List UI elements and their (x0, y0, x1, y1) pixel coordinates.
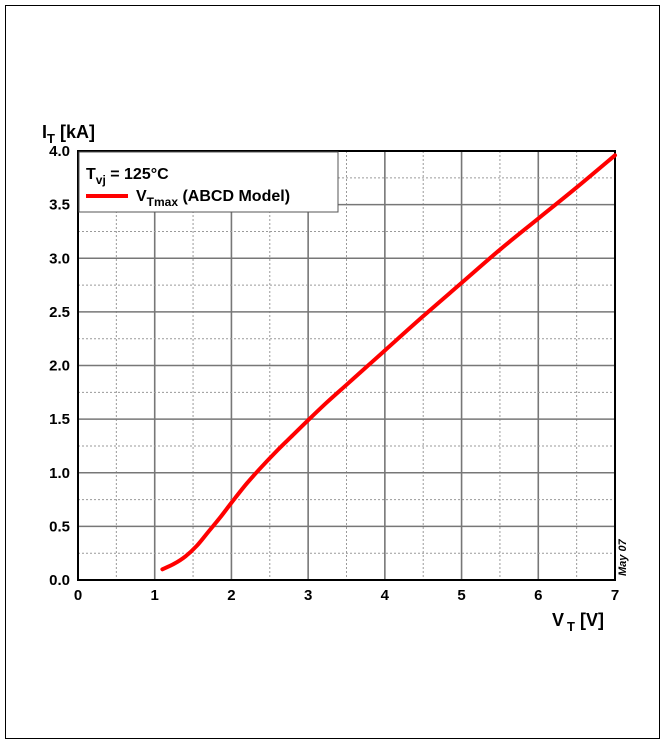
plot-border (77, 150, 616, 581)
tick-labels: 0 1 2 3 4 5 6 7 0.0 0.5 1.0 1.5 2.0 2.5 3.0 3.5 4.0 (49, 143, 619, 604)
y-tick-label: 2.0 (49, 358, 70, 375)
legend: Tvj = 125°C VTmax (ABCD Model) (78, 151, 339, 213)
y-tick-label: 4.0 (49, 143, 70, 160)
series (160, 153, 617, 572)
y-tick-label: 1.5 (49, 411, 70, 428)
legend-series-label: VTmax (ABCD Model) (136, 188, 290, 209)
y-tick-label: 0.0 (49, 572, 70, 589)
date-annotation: May 07 (617, 538, 629, 576)
x-tick-label: 7 (611, 587, 619, 604)
x-tick-label: 6 (534, 587, 542, 604)
y-tick-label: 2.5 (49, 304, 70, 321)
chart-frame (5, 5, 660, 739)
x-tick-label: 2 (227, 587, 235, 604)
x-tick-label: 3 (304, 587, 312, 604)
x-tick-label: 4 (381, 587, 390, 604)
y-tick-label: 0.5 (49, 518, 70, 535)
x-tick-label: 0 (74, 587, 82, 604)
legend-box (78, 151, 339, 213)
grid (78, 151, 615, 580)
series-line (160, 153, 617, 572)
legend-condition: Tvj = 125°C (86, 166, 169, 187)
x-axis-title: V T [V] (552, 610, 604, 634)
x-tick-label: 5 (457, 587, 465, 604)
y-tick-label: 1.0 (49, 465, 70, 482)
x-tick-label: 1 (151, 587, 159, 604)
y-tick-label: 3.0 (49, 250, 70, 267)
y-tick-label: 3.5 (49, 197, 70, 214)
y-axis-title: IT [kA] (42, 122, 95, 146)
